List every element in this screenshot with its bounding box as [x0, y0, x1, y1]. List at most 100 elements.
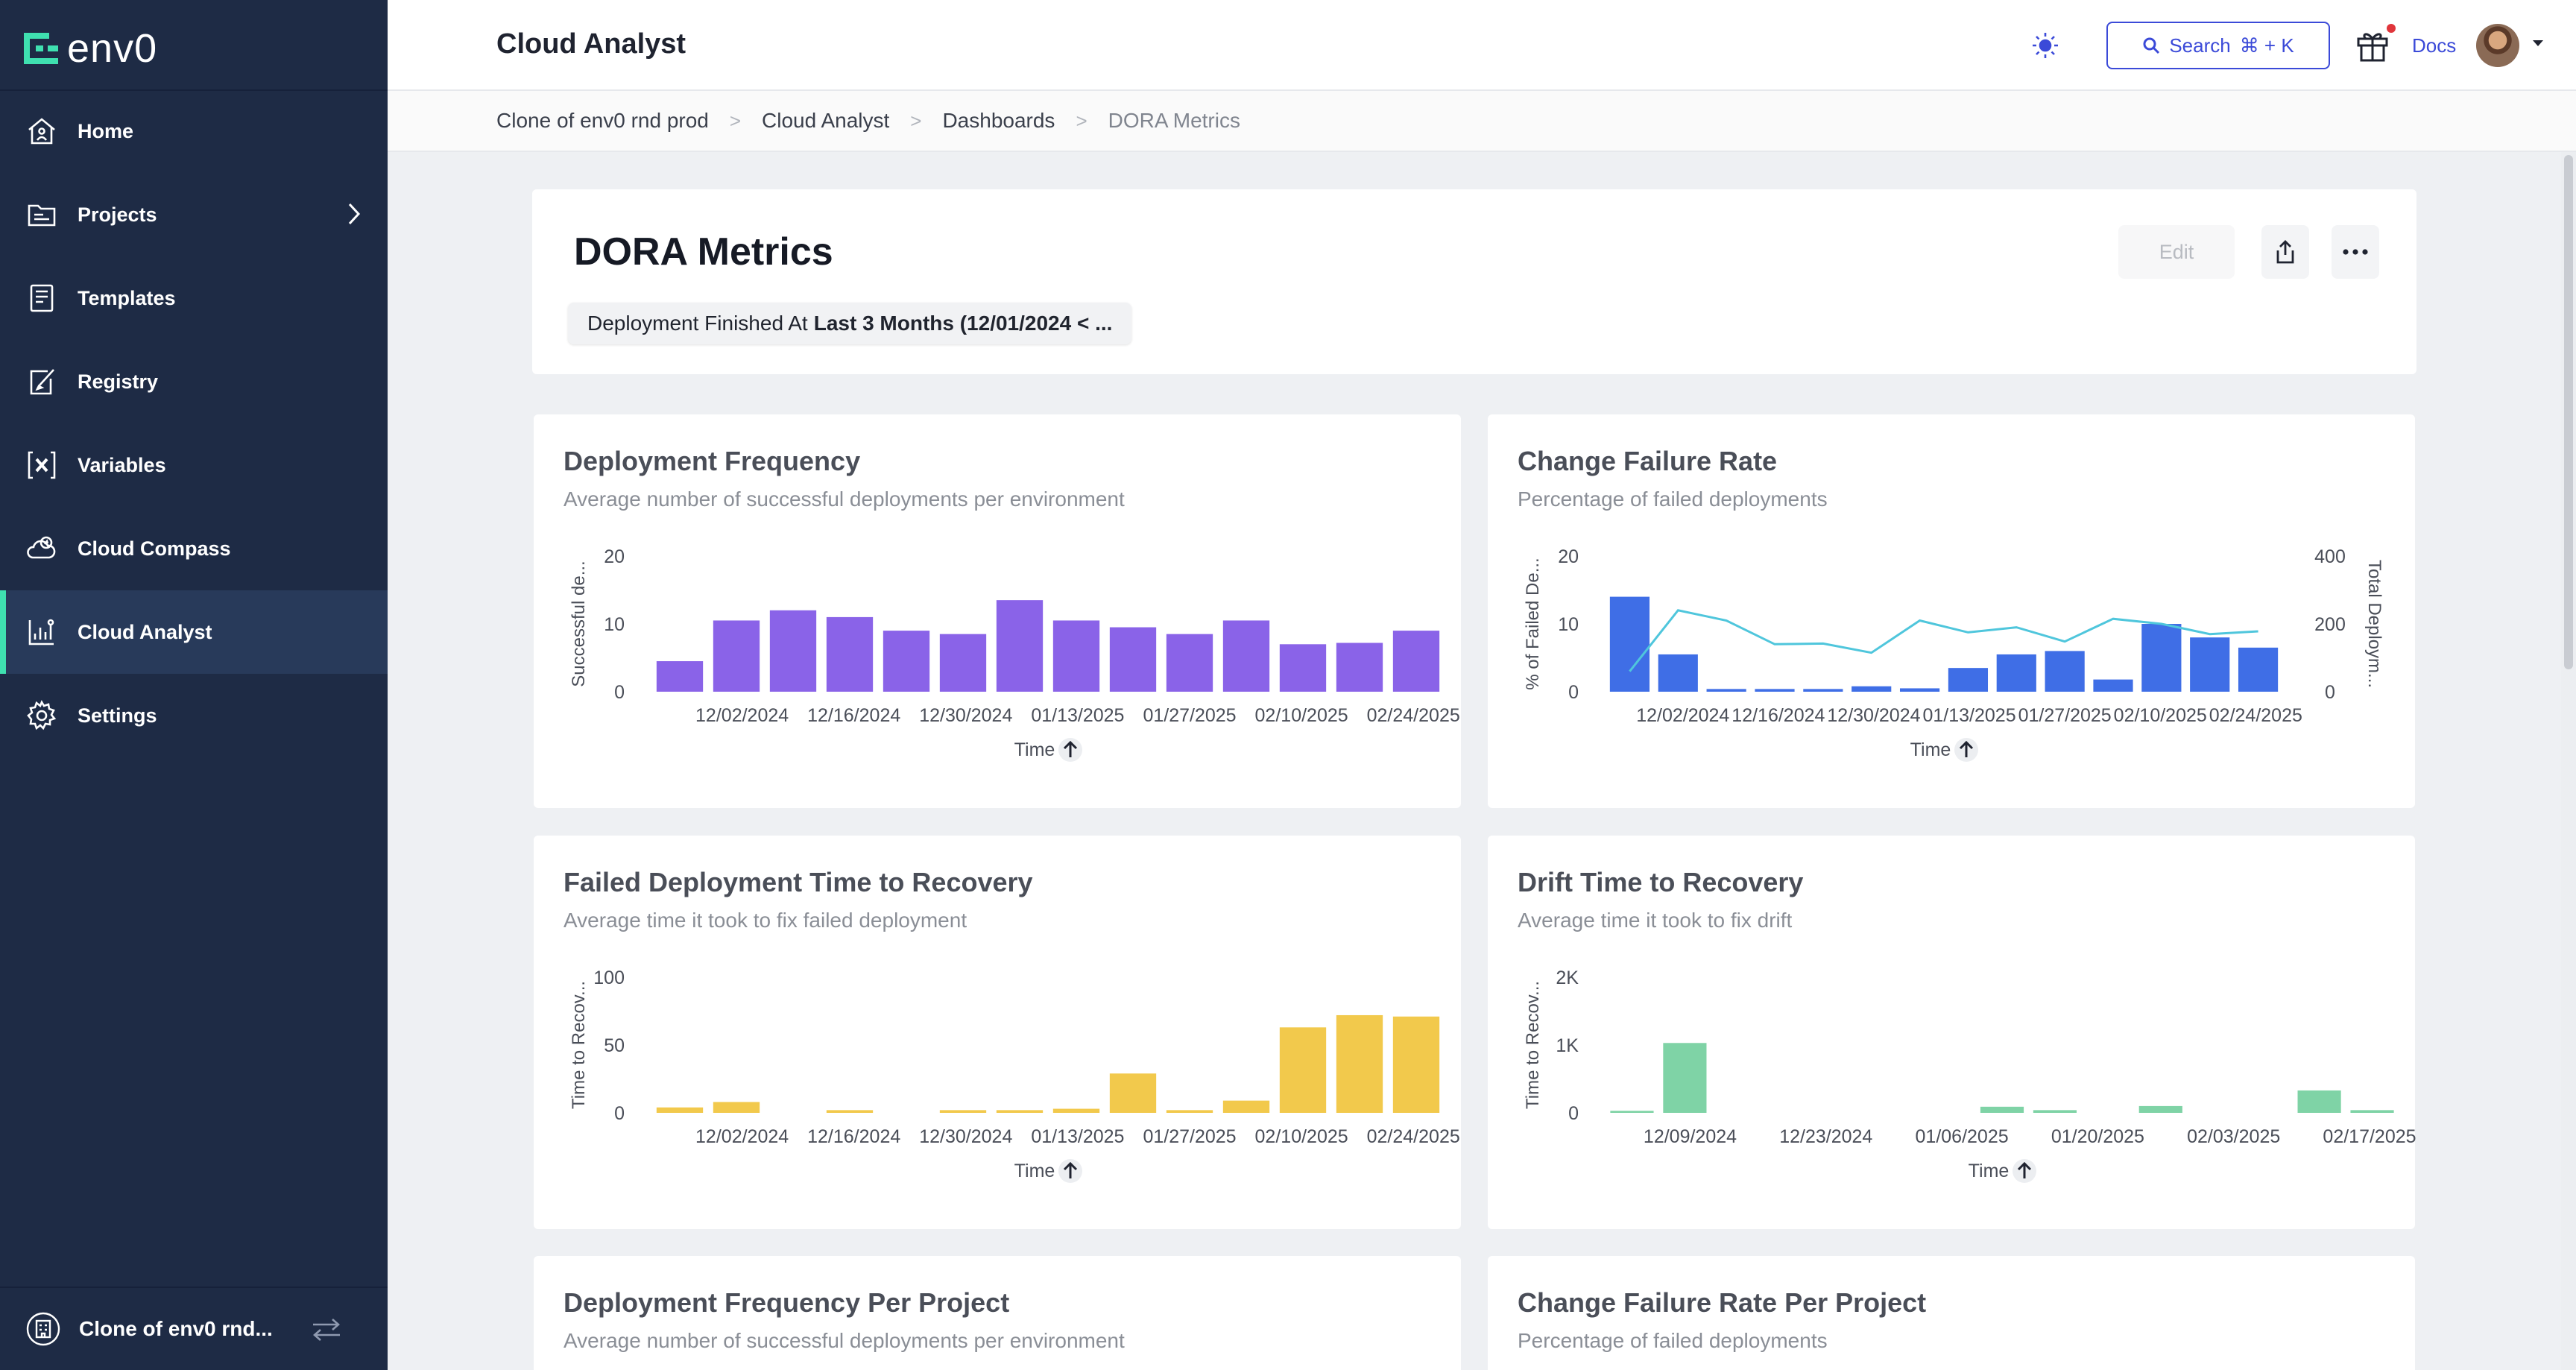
drift-recovery-card: Drift Time to Recovery Average time it t… — [1488, 836, 2416, 1229]
avatar[interactable] — [2476, 24, 2519, 67]
variables-icon — [22, 446, 61, 484]
page-scrollbar-thumb[interactable] — [2564, 155, 2573, 669]
x-tick-label: 02/10/2025 — [1255, 705, 1348, 726]
sort-arrow-up-icon — [1063, 1161, 1078, 1178]
x-tick-label: 12/02/2024 — [695, 705, 789, 726]
sidebar-item-label: Home — [78, 119, 134, 142]
sort-arrow-up-icon — [1959, 740, 1974, 757]
chart-bar — [1996, 654, 2036, 692]
sidebar-item-settings[interactable]: Settings — [0, 674, 388, 757]
y-tick-label: 0 — [614, 682, 625, 703]
chart-bar — [2297, 1090, 2341, 1113]
sidebar-item-label: Templates — [78, 286, 176, 309]
y-tick-label: 100 — [593, 967, 625, 988]
swap-arrows-icon[interactable] — [310, 1316, 343, 1343]
dashboard-header: DORA Metrics Deployment Finished At Last… — [532, 189, 2416, 374]
x-tick-label: 12/16/2024 — [1731, 705, 1825, 726]
chart-bar — [1706, 689, 1746, 692]
chevron-right-icon[interactable] — [346, 201, 362, 227]
env0-logo[interactable]: env0 — [22, 25, 157, 72]
chart-bar — [883, 631, 930, 692]
search-button[interactable]: Search ⌘ + K — [2106, 22, 2330, 69]
organization-icon — [26, 1312, 60, 1346]
docs-link[interactable]: Docs — [2412, 34, 2457, 57]
page-title: Cloud Analyst — [496, 28, 686, 60]
sidebar-item-label: Variables — [78, 453, 166, 476]
chart-bar — [1279, 644, 1327, 692]
x-axis-label: Time — [1969, 1161, 2010, 1181]
change-failure-rate-card: Change Failure Rate Percentage of failed… — [1488, 414, 2415, 808]
y-tick-label: 0 — [614, 1103, 625, 1124]
search-icon — [2143, 37, 2160, 54]
breadcrumb-separator-icon: > — [1076, 109, 1087, 132]
x-tick-label: 01/13/2025 — [1031, 705, 1124, 726]
sidebar-item-label: Projects — [78, 203, 157, 226]
breadcrumb: Clone of env0 rnd prod > Cloud Analyst >… — [388, 91, 2576, 152]
chart-bar — [2141, 624, 2182, 692]
sidebar-item-cloud-analyst[interactable]: Cloud Analyst — [0, 590, 388, 674]
edit-button[interactable]: Edit — [2118, 225, 2235, 279]
filter-prefix: Deployment Finished At — [587, 312, 808, 335]
x-tick-label: 12/30/2024 — [919, 1126, 1012, 1147]
y-tick-label: 20 — [1558, 546, 1579, 567]
card-subtitle: Average time it took to fix failed deplo… — [564, 909, 967, 932]
card-title: Change Failure Rate — [1518, 446, 1778, 476]
breadcrumb-item-cloud-analyst[interactable]: Cloud Analyst — [762, 109, 890, 132]
org-switcher[interactable]: Clone of env0 rnd... — [0, 1287, 388, 1370]
sidebar-item-registry[interactable]: Registry — [0, 340, 388, 423]
chart-bar — [1166, 634, 1213, 692]
x-tick-label: 02/10/2025 — [1255, 1126, 1348, 1147]
breadcrumb-item-dashboards[interactable]: Dashboards — [942, 109, 1055, 132]
sidebar-item-cloud-compass[interactable]: Cloud Compass — [0, 507, 388, 590]
chart-bar — [1336, 643, 1383, 692]
chart-bar — [826, 616, 874, 692]
chart-bar — [939, 634, 987, 692]
y2-tick-label: 200 — [2314, 614, 2346, 635]
card-subtitle: Percentage of failed deployments — [1518, 1329, 1828, 1352]
chart-bar — [1980, 1106, 2024, 1113]
breadcrumb-separator-icon: > — [729, 109, 742, 132]
x-tick-label: 12/23/2024 — [1779, 1126, 1872, 1147]
share-button[interactable] — [2261, 225, 2309, 279]
x-tick-label: 01/27/2025 — [1143, 705, 1236, 726]
chart-bar — [2350, 1110, 2394, 1113]
sidebar-item-home[interactable]: Home — [0, 89, 388, 173]
card-subtitle: Average number of successful deployments… — [564, 1329, 1125, 1352]
chart-bar — [2190, 637, 2230, 692]
filter-value: Last 3 Months (12/01/2024 < ... — [813, 312, 1113, 335]
sidebar-item-projects[interactable]: Projects — [0, 173, 388, 256]
settings-icon — [22, 696, 61, 735]
date-filter-chip[interactable]: Deployment Finished At Last 3 Months (12… — [568, 303, 1132, 344]
chart-bar — [2033, 1110, 2077, 1113]
caret-down-icon[interactable] — [2531, 39, 2545, 48]
chart-bar — [1899, 688, 1940, 692]
x-tick-label: 12/02/2024 — [695, 1126, 789, 1147]
x-tick-label: 12/02/2024 — [1636, 705, 1729, 726]
chart-bar — [656, 1107, 704, 1113]
y2-axis-label: Total Deploym... — [2364, 560, 2384, 688]
x-tick-label: 12/09/2024 — [1644, 1126, 1737, 1147]
y-tick-label: 1K — [1556, 1035, 1579, 1056]
breadcrumb-item-project[interactable]: Clone of env0 rnd prod — [496, 109, 709, 132]
sidebar-divider — [0, 89, 388, 91]
y-tick-label: 0 — [1568, 1103, 1579, 1124]
chart-bar — [1222, 620, 1270, 692]
sun-icon[interactable] — [2031, 31, 2059, 60]
chart-bar — [769, 610, 817, 692]
home-icon — [22, 112, 61, 151]
chart-bar — [1336, 1014, 1383, 1113]
more-options-button[interactable] — [2332, 225, 2379, 279]
env0-logo-icon — [24, 33, 58, 64]
x-tick-label: 01/06/2025 — [1916, 1126, 2009, 1147]
logo-text: env0 — [67, 26, 158, 71]
gift-icon[interactable] — [2355, 28, 2390, 63]
chart-bar — [1166, 1110, 1213, 1113]
sidebar-item-variables[interactable]: Variables — [0, 423, 388, 507]
y-tick-label: 2K — [1556, 967, 1579, 988]
deployment-frequency-per-project-card: Deployment Frequency Per Project Average… — [534, 1256, 1461, 1370]
x-tick-label: 01/27/2025 — [2018, 705, 2112, 726]
chart-bar — [1610, 1111, 1654, 1113]
chart-bar — [826, 1110, 874, 1113]
chart-bar — [713, 1102, 760, 1113]
sidebar-item-templates[interactable]: Templates — [0, 256, 388, 340]
